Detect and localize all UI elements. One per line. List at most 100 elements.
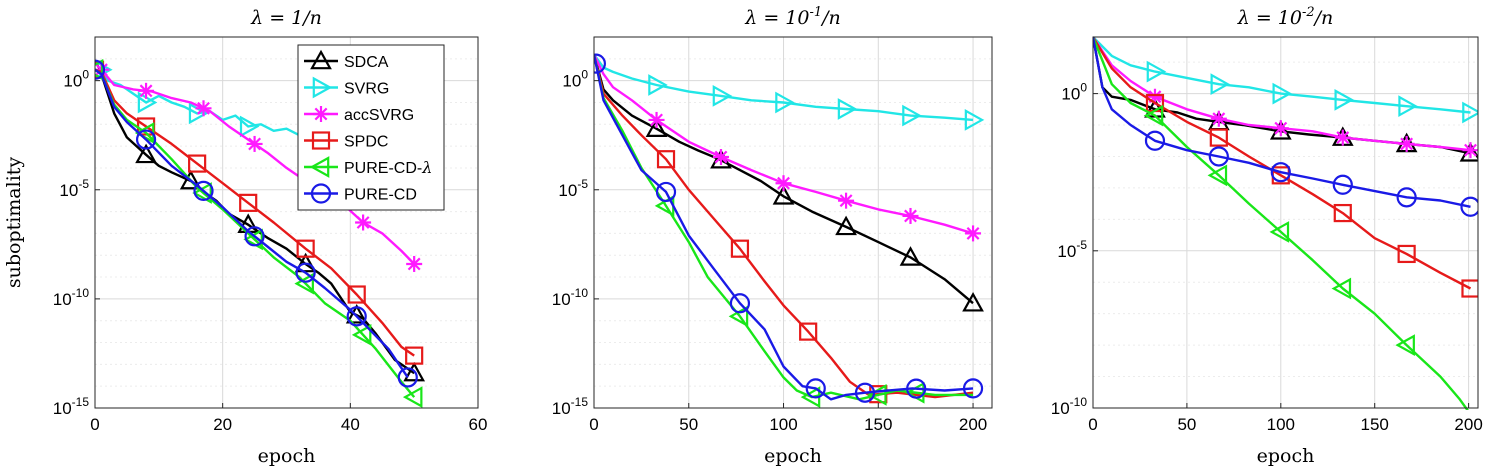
- data-point-spdc: [1209, 128, 1228, 147]
- data-point-pure-cd: [346, 306, 367, 327]
- y-tick-label: 10-10: [552, 286, 589, 309]
- y-tick-label: 10-10: [53, 286, 90, 309]
- data-point-pure-cd: [135, 129, 157, 150]
- data-point-sdca: [345, 303, 368, 324]
- data-point-accsvrg: [246, 135, 263, 152]
- x-axis-label: epoch: [1257, 445, 1315, 467]
- data-point-sdca: [899, 246, 922, 266]
- data-point-svrg: [902, 104, 922, 127]
- data-point-accsvrg: [712, 149, 729, 166]
- data-point-pure-cd: [1331, 277, 1352, 300]
- x-tick-label: 100: [769, 415, 797, 434]
- data-point-spdc: [239, 193, 258, 212]
- data-point-pure-cd: [1460, 196, 1478, 217]
- x-tick-label: 150: [864, 415, 892, 434]
- legend: SDCA SVRG accSVRG SPDC PURE-CD-λ PURE-CD: [297, 44, 445, 211]
- axes-box: [94, 36, 479, 409]
- series-line-accsvrg: [594, 53, 974, 235]
- data-point-accsvrg: [1462, 142, 1478, 159]
- data-point-pure-cd: [1396, 187, 1417, 208]
- chart-title: λ = 10-2/n: [1237, 5, 1334, 29]
- x-tick-label: 50: [679, 415, 698, 434]
- chart-panel-lambda-1e-2-over-n: 0 50 100 150 200 10-10 10-5 100 λ = 10-2/n epoch: [1051, 5, 1483, 467]
- data-point-sdca: [1459, 142, 1478, 162]
- data-point-pure-cd: [1207, 164, 1228, 187]
- x-tick-label: 40: [341, 415, 360, 434]
- chart-title: λ = 1/n: [250, 7, 322, 29]
- series-group: [594, 53, 985, 408]
- series-line-svrg: [594, 53, 974, 122]
- data-point-pure-cd: [962, 378, 984, 399]
- x-tick-label: 0: [1088, 415, 1097, 434]
- data-point-sdca: [135, 143, 157, 164]
- series-line-pure-cd: [1093, 36, 1469, 410]
- data-point-spdc: [656, 150, 676, 169]
- data-point-sdca: [179, 169, 202, 190]
- data-point-svrg: [1334, 89, 1355, 111]
- series-group: [95, 58, 426, 408]
- data-point-spdc: [1461, 279, 1478, 298]
- legend-item-spdc: SPDC: [304, 131, 388, 151]
- data-point-spdc: [405, 346, 424, 365]
- x-tick-label: 50: [1177, 415, 1196, 434]
- data-point-svrg: [1272, 82, 1293, 105]
- y-tick-label: 10-5: [558, 177, 588, 200]
- data-point-pure-cd: [805, 378, 826, 399]
- data-point-svrg: [775, 91, 795, 114]
- data-point-sdca: [962, 291, 984, 312]
- data-point-pure-cd: [1270, 162, 1291, 183]
- x-tick-label: 200: [1454, 415, 1482, 434]
- data-point-accsvrg: [775, 175, 792, 192]
- y-tick-label: 100: [63, 68, 89, 91]
- data-point-accsvrg: [965, 225, 982, 242]
- data-point-pure-cd: [854, 382, 876, 403]
- data-point-pure-cd: [594, 53, 606, 74]
- x-tick-label: 0: [589, 415, 598, 434]
- data-point-accsvrg: [195, 100, 212, 117]
- series-line-spdc: [1093, 36, 1472, 290]
- x-tick-label: 200: [959, 415, 987, 434]
- legend-marker: [309, 156, 330, 178]
- series-line-spdc: [95, 68, 415, 357]
- y-tick-label: 10-10: [1051, 395, 1088, 418]
- data-point-svrg: [1398, 95, 1418, 118]
- y-tick-label: 10-5: [59, 177, 89, 200]
- y-tick-label: 10-15: [552, 395, 589, 418]
- data-point-pure-cd: [95, 59, 106, 80]
- legend-box: [297, 44, 445, 211]
- axes-box: [1092, 36, 1479, 409]
- legend-label: PURE-CD: [344, 187, 417, 204]
- data-point-svrg: [964, 109, 985, 131]
- series-line-sdca: [594, 54, 974, 305]
- legend-item-accsvrg: accSVRG: [304, 106, 414, 124]
- legend-marker: [310, 49, 332, 70]
- legend-item-svrg: SVRG: [304, 76, 389, 99]
- y-tick-label: 100: [562, 68, 588, 91]
- data-point-spdc: [799, 322, 818, 341]
- legend-item-pure-cd: PURE-CD-λ: [304, 156, 432, 178]
- data-point-pure-cd: [1395, 334, 1415, 356]
- legend-marker: [310, 183, 332, 204]
- data-point-pure-cd: [729, 293, 751, 314]
- data-point-svrg: [1210, 73, 1231, 96]
- data-point-svrg: [648, 74, 668, 96]
- legend-marker: [311, 131, 331, 150]
- data-point-pure-cd: [294, 272, 314, 295]
- data-point-sdca: [1269, 120, 1292, 140]
- data-point-svrg: [239, 115, 260, 138]
- data-point-svrg: [712, 85, 733, 107]
- x-axis-label: epoch: [764, 445, 822, 467]
- series-line-pure-cd: [594, 54, 974, 401]
- legend-label: SDCA: [344, 54, 389, 71]
- data-point-pure-cd: [295, 262, 316, 283]
- data-point-svrg: [1462, 101, 1478, 124]
- series-group: [1093, 36, 1478, 410]
- legend-marker: [313, 106, 329, 122]
- data-point-accsvrg: [1272, 120, 1289, 137]
- data-point-pure-cd: [1143, 104, 1164, 127]
- chart-title: λ = 10-1/n: [744, 5, 841, 29]
- x-tick-label: 60: [469, 415, 488, 434]
- data-point-sdca: [835, 215, 857, 236]
- data-point-pure-cd: [402, 386, 423, 408]
